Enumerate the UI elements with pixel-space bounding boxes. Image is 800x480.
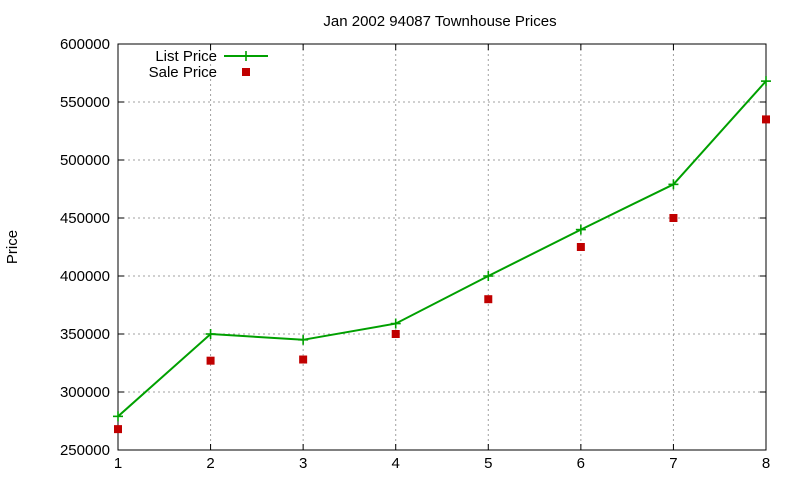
list-price-point [483, 271, 494, 281]
grid [118, 44, 766, 450]
list-price-point [113, 411, 123, 422]
sale-price-point [206, 356, 215, 365]
series-list-price [113, 76, 771, 422]
x-tick-label: 5 [484, 455, 492, 472]
y-tick-label: 250000 [60, 442, 110, 459]
y-tick-label: 400000 [60, 268, 110, 285]
axis-ticks [117, 43, 767, 451]
list-price-point [761, 76, 771, 87]
plot-frame [117, 43, 767, 451]
sale-price-point [669, 214, 678, 222]
legend-label: Sale Price [149, 64, 217, 81]
x-tick-label: 8 [762, 455, 770, 472]
y-axis-tick-labels: 250000 300000 350000 400000 450000 500000 5500… [60, 36, 110, 459]
y-tick-label: 350000 [60, 326, 110, 343]
y-tick-label: 500000 [60, 152, 110, 169]
x-tick-label: 2 [206, 455, 214, 472]
chart-title: Jan 2002 94087 Townhouse Prices [323, 13, 556, 30]
y-tick-label: 300000 [60, 384, 110, 401]
y-tick-label: 550000 [60, 94, 110, 111]
y-axis-label: Price [4, 230, 21, 264]
y-tick-label: 600000 [60, 36, 110, 53]
x-tick-label: 1 [114, 455, 122, 472]
data-series [113, 76, 771, 434]
sale-price-point [114, 425, 122, 434]
sale-price-point [484, 295, 493, 304]
legend-label: List Price [155, 48, 217, 65]
x-axis-tick-labels: 1 2 3 4 5 6 7 8 [114, 455, 770, 472]
x-tick-label: 3 [299, 455, 307, 472]
list-price-line [117, 80, 767, 418]
x-tick-label: 6 [577, 455, 585, 472]
sale-price-point [391, 330, 400, 338]
list-price-point [668, 179, 679, 190]
legend-square-marker [242, 68, 250, 76]
list-price-point [298, 334, 309, 345]
sale-price-point [299, 355, 308, 364]
list-price-point [205, 329, 216, 339]
x-tick-label: 7 [669, 455, 677, 472]
sale-price-point [576, 243, 585, 251]
list-price-point [575, 224, 586, 235]
y-tick-label: 450000 [60, 210, 110, 227]
series-sale-price [114, 115, 770, 434]
list-price-point [390, 318, 401, 329]
legend-plus-marker [241, 51, 251, 61]
sale-price-point [762, 115, 770, 124]
x-tick-label: 4 [392, 455, 400, 472]
